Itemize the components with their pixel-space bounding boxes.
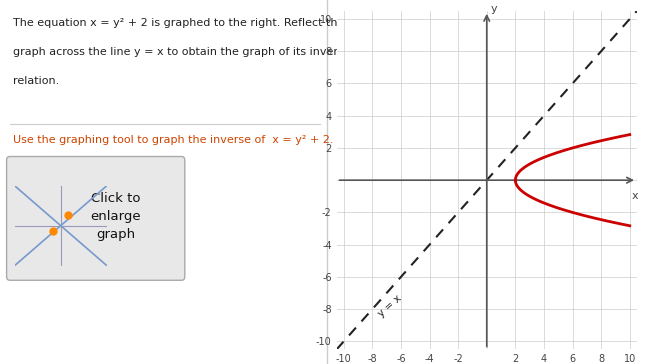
FancyBboxPatch shape bbox=[7, 157, 185, 280]
Text: Click to
enlarge
graph: Click to enlarge graph bbox=[90, 192, 141, 241]
Text: The equation x = y² + 2 is graphed to the right. Reflect the: The equation x = y² + 2 is graphed to th… bbox=[13, 18, 345, 28]
Text: Use the graphing tool to graph the inverse of  x = y² + 2.: Use the graphing tool to graph the inver… bbox=[13, 135, 334, 145]
Text: relation.: relation. bbox=[13, 76, 59, 86]
Text: y = x: y = x bbox=[376, 293, 403, 319]
Text: y: y bbox=[490, 4, 497, 14]
Text: x: x bbox=[632, 191, 639, 201]
Text: graph across the line y = x to obtain the graph of its inverse: graph across the line y = x to obtain th… bbox=[13, 47, 351, 57]
